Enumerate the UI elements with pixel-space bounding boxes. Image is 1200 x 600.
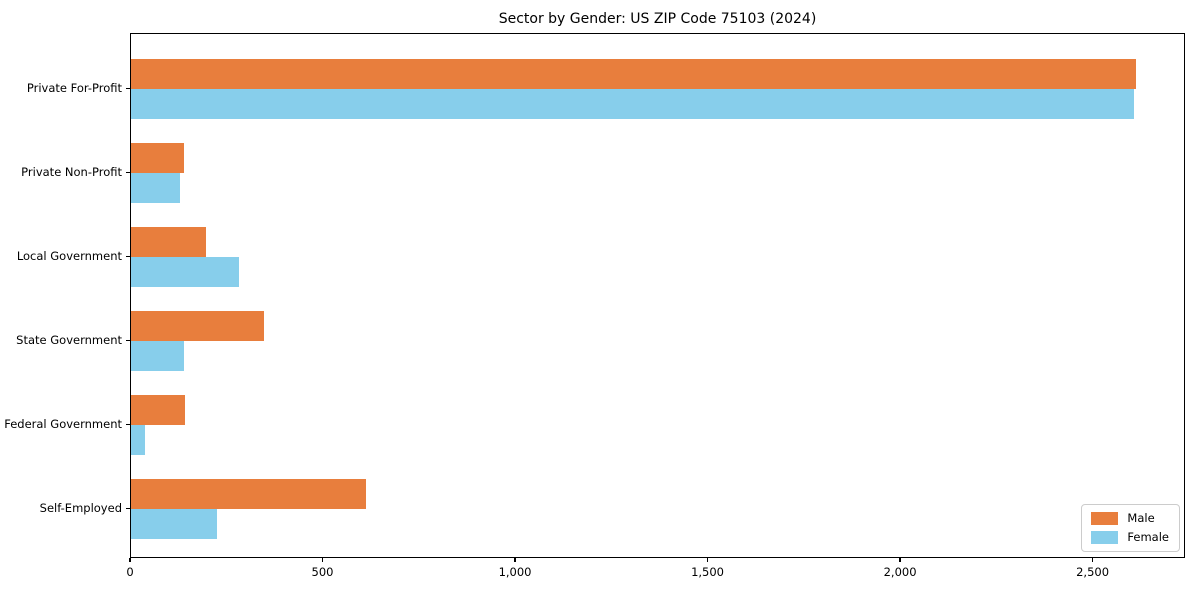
y-tick-label-0: Private For-Profit: [26, 81, 122, 95]
legend: Male Female: [1081, 504, 1180, 552]
bar-male-3: [131, 311, 264, 341]
y-tick-label-2: Local Government: [16, 249, 122, 263]
x-tick-label-1: 500: [311, 565, 334, 579]
y-tick-label-4: Federal Government: [4, 417, 122, 431]
plot-area: Male Female: [130, 33, 1185, 558]
x-tick-mark-0: [129, 558, 131, 562]
bar-female-2: [131, 257, 239, 287]
y-tick-mark-4: [126, 423, 130, 425]
bar-female-5: [131, 509, 217, 539]
legend-item-female: Female: [1091, 531, 1169, 544]
bar-female-4: [131, 425, 145, 455]
x-tick-label-0: 0: [126, 565, 134, 579]
x-tick-label-4: 2,000: [883, 565, 917, 579]
legend-item-male: Male: [1091, 512, 1169, 525]
bar-female-3: [131, 341, 185, 371]
legend-label-female: Female: [1127, 530, 1169, 544]
legend-swatch-male: [1091, 512, 1119, 525]
chart-title: Sector by Gender: US ZIP Code 75103 (202…: [498, 11, 817, 27]
x-tick-mark-1: [321, 558, 324, 562]
y-tick-label-1: Private Non-Profit: [21, 165, 122, 179]
bar-male-0: [131, 59, 1136, 89]
y-tick-label-3: State Government: [16, 333, 122, 347]
x-tick-label-2: 1,000: [498, 565, 532, 579]
y-tick-mark-0: [126, 87, 130, 89]
x-tick-mark-2: [514, 558, 516, 562]
x-tick-mark-5: [1091, 558, 1094, 562]
x-tick-mark-4: [899, 558, 901, 562]
legend-label-male: Male: [1127, 511, 1155, 525]
x-tick-label-5: 2,500: [1076, 565, 1110, 579]
bar-female-1: [131, 173, 180, 203]
bar-male-4: [131, 395, 185, 425]
x-tick-label-3: 1,500: [691, 565, 725, 579]
y-tick-mark-5: [126, 507, 130, 509]
legend-swatch-female: [1091, 531, 1119, 544]
y-tick-label-5: Self-Employed: [39, 501, 122, 515]
y-tick-mark-1: [126, 171, 130, 173]
y-tick-mark-3: [126, 339, 130, 341]
bar-male-2: [131, 227, 207, 257]
bar-male-5: [131, 479, 366, 509]
x-tick-mark-3: [706, 558, 709, 562]
bar-female-0: [131, 89, 1134, 119]
y-tick-mark-2: [126, 255, 130, 257]
bar-male-1: [131, 143, 185, 173]
